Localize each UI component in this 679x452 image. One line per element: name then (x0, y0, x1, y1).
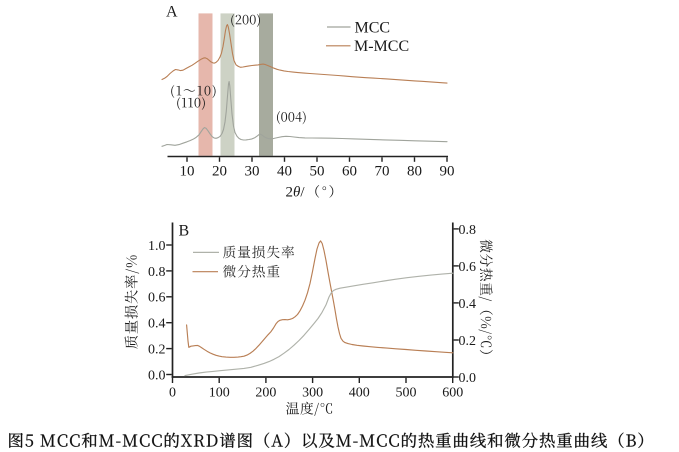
svg-text:80: 80 (407, 164, 422, 180)
svg-text:30: 30 (245, 164, 260, 180)
svg-text:0: 0 (169, 386, 176, 401)
svg-text:MCC: MCC (355, 19, 391, 36)
svg-text:20: 20 (212, 164, 227, 180)
svg-text:M-MCC: M-MCC (354, 38, 409, 55)
svg-text:0.2: 0.2 (148, 343, 166, 358)
svg-text:B: B (179, 222, 190, 239)
svg-text:0.0: 0.0 (148, 368, 166, 383)
svg-text:50: 50 (310, 164, 325, 180)
svg-text:0.4: 0.4 (148, 317, 166, 332)
svg-text:90: 90 (440, 164, 455, 180)
svg-text:0.4: 0.4 (459, 297, 477, 312)
svg-text:200: 200 (255, 386, 276, 401)
svg-text:1.0: 1.0 (148, 239, 166, 254)
svg-text:70: 70 (375, 164, 390, 180)
svg-text:0.6: 0.6 (459, 260, 477, 275)
svg-text:A: A (166, 3, 178, 20)
svg-text:60: 60 (342, 164, 357, 180)
svg-text:600: 600 (442, 386, 463, 401)
svg-text:2θ/: 2θ/ (286, 185, 306, 201)
svg-text:100: 100 (209, 386, 230, 401)
svg-text:300: 300 (302, 386, 323, 401)
svg-text:0.0: 0.0 (459, 371, 477, 386)
svg-text:0.6: 0.6 (148, 291, 166, 306)
svg-text:40: 40 (277, 164, 292, 180)
svg-text:400: 400 (349, 386, 370, 401)
svg-text:10: 10 (180, 164, 195, 180)
svg-text:0.8: 0.8 (459, 223, 477, 238)
svg-text:0.8: 0.8 (148, 265, 166, 280)
svg-text:500: 500 (396, 386, 417, 401)
svg-text:0.2: 0.2 (459, 334, 477, 349)
